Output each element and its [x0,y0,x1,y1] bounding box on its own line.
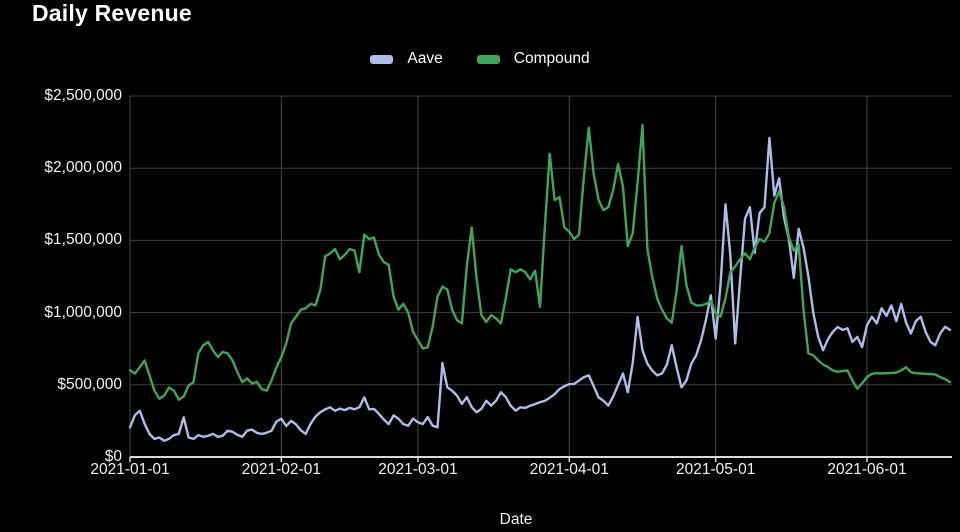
x-tick-label: 2021-02-01 [241,461,321,478]
y-tick-label: $2,500,000 [44,87,122,104]
legend-item-compound[interactable]: Compound [476,50,590,68]
x-tick-label: 2021-01-01 [90,461,170,478]
y-tick-label: $0 [104,448,122,465]
legend-swatch-compound [476,54,500,64]
compound-line[interactable] [128,123,952,401]
grid-layer [129,95,952,457]
legend-label: Compound [513,50,590,67]
legend-item-aave[interactable]: Aave [370,50,443,68]
legend-label: Aave [407,50,443,67]
x-tick-label: 2021-04-01 [529,461,609,478]
y-tick-label: $2,000,000 [44,159,122,177]
x-tick-label: 2021-06-01 [827,461,907,478]
y-tick-label: $1,500,000 [44,231,122,249]
legend-swatch-aave [370,54,394,64]
axis-layer [129,456,952,462]
chart-title: Daily Revenue [32,0,192,26]
chart-legend: Aave Compound [0,49,960,69]
y-tick-label: $500,000 [57,375,122,393]
series-layer [128,123,952,442]
x-axis-title: Date [499,511,533,528]
x-tick-label: 2021-05-01 [676,461,756,478]
x-tick-label: 2021-03-01 [378,461,458,478]
aave-line[interactable] [128,136,952,442]
y-tick-label: $1,000,000 [44,303,122,321]
